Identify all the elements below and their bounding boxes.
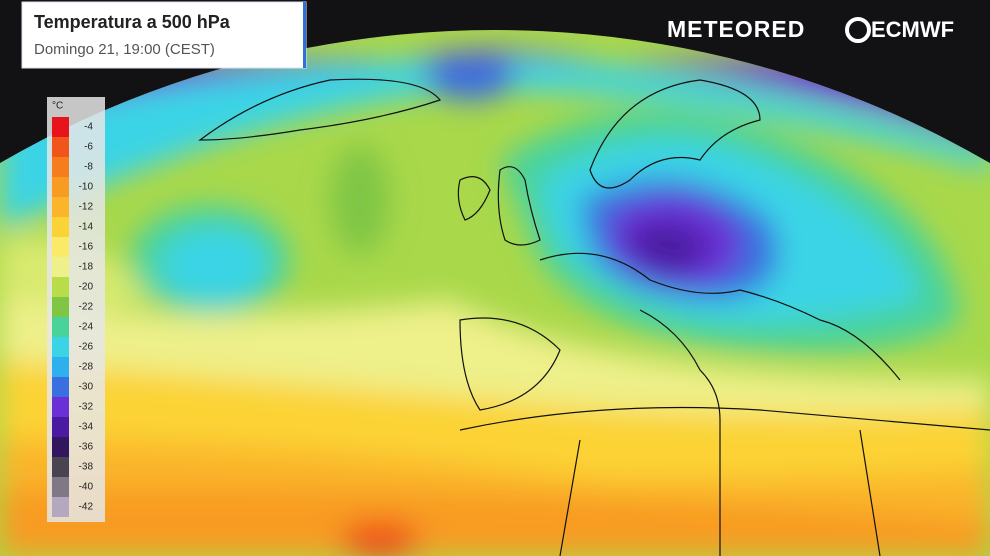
legend-swatch <box>52 397 69 417</box>
legend-swatch <box>52 197 69 217</box>
legend-swatch <box>52 377 69 397</box>
legend-tick-label: -12 <box>79 202 94 213</box>
legend-swatch <box>52 497 69 517</box>
legend-swatch <box>52 157 69 177</box>
legend-swatch <box>52 137 69 157</box>
legend-swatch <box>52 117 69 137</box>
legend-tick-label: -22 <box>79 302 94 313</box>
legend-swatch <box>52 337 69 357</box>
model-logo-icon <box>845 17 871 43</box>
legend-tick-label: -14 <box>79 222 94 233</box>
legend-swatch <box>52 477 69 497</box>
legend-swatch <box>52 257 69 277</box>
legend-tick-label: -18 <box>79 262 94 273</box>
legend-tick-label: -42 <box>79 502 94 513</box>
legend-swatch <box>52 217 69 237</box>
legend-tick-label: -24 <box>79 322 94 333</box>
legend-swatch <box>52 357 69 377</box>
legend-tick-label: -4 <box>84 122 93 133</box>
legend-swatch <box>52 417 69 437</box>
legend-swatch <box>52 437 69 457</box>
brand-logo: METEORED <box>667 16 805 42</box>
model-logo: ECMWF <box>871 17 954 42</box>
legend-swatch <box>52 177 69 197</box>
legend-tick-label: -40 <box>79 482 94 493</box>
legend-tick-label: -6 <box>84 142 93 153</box>
title: Temperatura a 500 hPa <box>34 12 231 32</box>
legend-swatch <box>52 297 69 317</box>
subtitle: Domingo 21, 19:00 (CEST) <box>34 41 215 58</box>
legend-tick-label: -30 <box>79 382 94 393</box>
legend-tick-label: -38 <box>79 462 94 473</box>
legend-swatch <box>52 317 69 337</box>
coastlines <box>198 78 990 556</box>
legend-tick-label: -20 <box>79 282 94 293</box>
legend-unit: °C <box>52 101 63 112</box>
legend-tick-label: -16 <box>79 242 94 253</box>
title-accent <box>303 2 306 68</box>
legend-tick-label: -34 <box>79 422 94 433</box>
legend-tick-label: -32 <box>79 402 94 413</box>
legend-tick-label: -8 <box>84 162 93 173</box>
legend-tick-label: -10 <box>79 182 94 193</box>
legend-tick-label: -36 <box>79 442 94 453</box>
legend-swatch <box>52 277 69 297</box>
legend-tick-label: -28 <box>79 362 94 373</box>
legend: -4 -6 -8 -10 -12 -14 -16 -18 -20 -22 -24 -26 -28 -30 -… <box>52 117 93 517</box>
legend-swatch <box>52 237 69 257</box>
legend-tick-label: -26 <box>79 342 94 353</box>
legend-swatch <box>52 457 69 477</box>
